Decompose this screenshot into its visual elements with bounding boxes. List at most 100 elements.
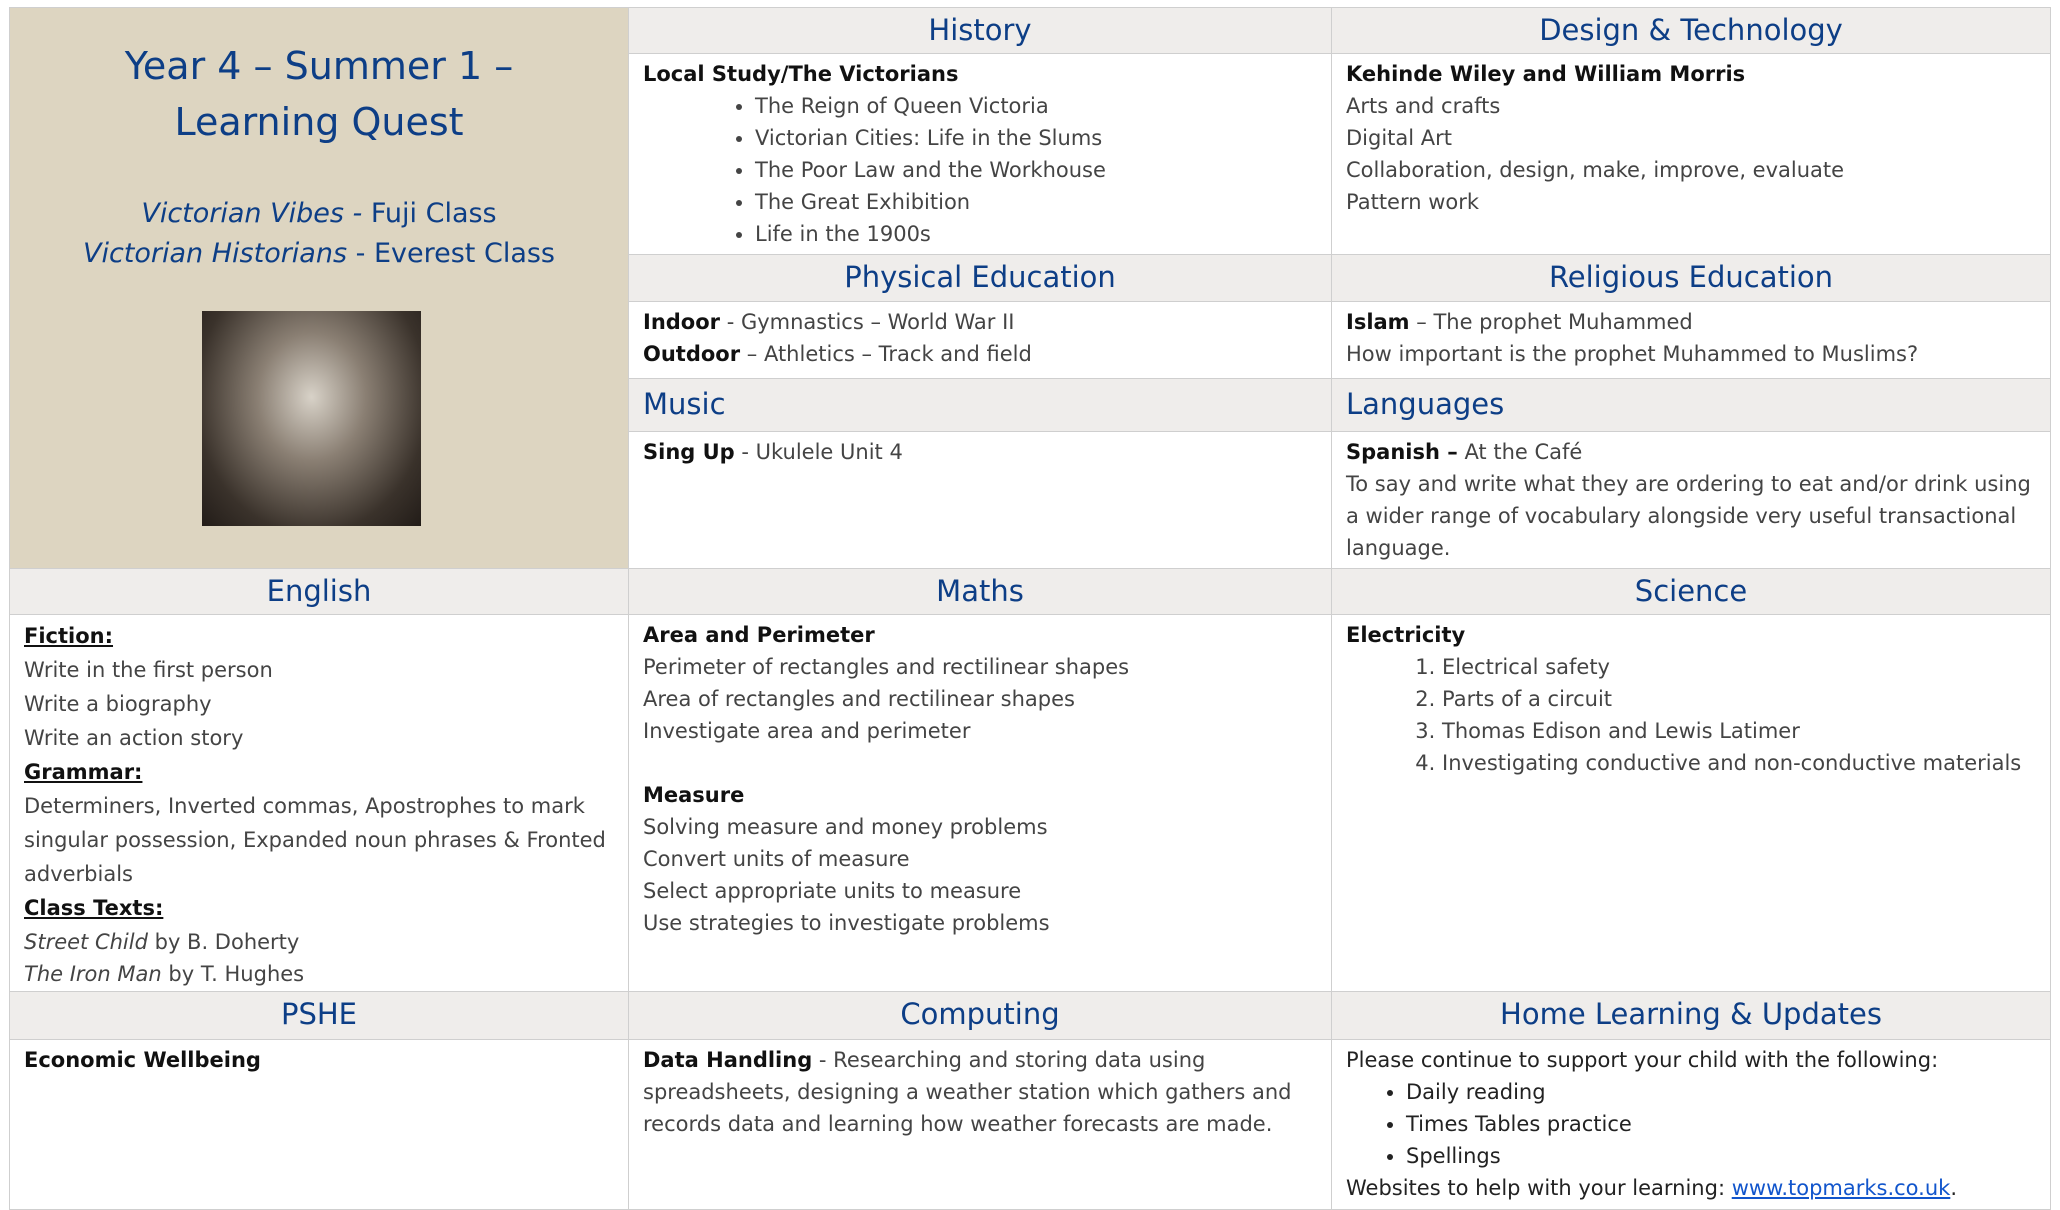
theme: Victorian Historians bbox=[82, 238, 348, 269]
block: Outdoor – Athletics – Track and field bbox=[643, 338, 1317, 370]
classes: Victorian Vibes - Fuji Class Victorian H… bbox=[10, 194, 628, 274]
portrait-photo bbox=[202, 311, 421, 526]
class-name: - Everest Class bbox=[355, 238, 556, 269]
text: – The prophet Muhammed bbox=[1416, 310, 1693, 334]
re-content: Islam – The prophet Muhammed How importa… bbox=[1331, 301, 2051, 379]
text: Perimeter of rectangles and rectilinear … bbox=[643, 655, 1130, 679]
text: by B. Doherty bbox=[154, 930, 300, 954]
text: Write in the first person bbox=[24, 658, 273, 682]
text: – Athletics – Track and field bbox=[746, 342, 1032, 366]
list-item: Thomas Edison and Lewis Latimer bbox=[1442, 715, 2036, 747]
pe-content: Indoor - Gymnastics – World War II Outdo… bbox=[628, 301, 1332, 379]
text: Outdoor bbox=[643, 342, 741, 366]
class-line: Victorian Vibes - Fuji Class bbox=[10, 194, 628, 234]
list-item: The Great Exhibition bbox=[755, 186, 1317, 218]
text: Spanish – bbox=[1346, 440, 1458, 464]
list-item: Daily reading bbox=[1406, 1076, 2036, 1108]
text: Please continue to support your child wi… bbox=[1346, 1048, 1939, 1072]
heading: Computing bbox=[628, 991, 1332, 1040]
science-content: Electricity Electrical safetyParts of a … bbox=[1331, 614, 2051, 992]
english-content: Fiction: Write in the first person Write … bbox=[9, 614, 629, 992]
heading: Home Learning & Updates bbox=[1331, 991, 2051, 1040]
text: Write a biography bbox=[24, 692, 212, 716]
heading: English bbox=[9, 568, 629, 615]
list-item: The Poor Law and the Workhouse bbox=[755, 154, 1317, 186]
text: Fiction: bbox=[24, 624, 114, 648]
list: The Reign of Queen VictoriaVictorian Cit… bbox=[643, 90, 1317, 250]
text: - Researching and storing data using spr… bbox=[643, 1048, 1292, 1136]
block: Indoor - Gymnastics – World War II bbox=[643, 306, 1317, 338]
music-content: Sing Up - Ukulele Unit 4 bbox=[628, 431, 1332, 569]
list-item: Spellings bbox=[1406, 1140, 2036, 1172]
block: Spanish – At the Café bbox=[1346, 436, 2036, 468]
block: Sing Up - Ukulele Unit 4 bbox=[643, 436, 1317, 468]
text: Solving measure and money problems bbox=[643, 815, 1048, 839]
computing-content: Data Handling - Researching and storing … bbox=[628, 1039, 1332, 1210]
dt-content: Kehinde Wiley and William Morris Arts an… bbox=[1331, 53, 2051, 255]
text: Islam bbox=[1346, 310, 1410, 334]
heading: Maths bbox=[628, 568, 1332, 615]
block: Islam – The prophet Muhammed bbox=[1346, 306, 2036, 338]
text: Select appropriate units to measure bbox=[643, 879, 1022, 903]
heading: Design & Technology bbox=[1331, 7, 2051, 54]
heading: Music bbox=[628, 378, 1332, 432]
list-item: Times Tables practice bbox=[1406, 1108, 2036, 1140]
text: The Iron Man bbox=[24, 962, 162, 986]
heading: Physical Education bbox=[628, 254, 1332, 302]
text: Convert units of measure bbox=[643, 847, 910, 871]
text: Area and Perimeter bbox=[643, 623, 875, 647]
title: Year 4 – Summer 1 – Learning Quest bbox=[124, 44, 514, 144]
subheading: Local Study/The Victorians bbox=[643, 62, 959, 86]
text: Write an action story bbox=[24, 726, 244, 750]
heading: History bbox=[628, 7, 1332, 54]
list-item: Investigating conductive and non-conduct… bbox=[1442, 747, 2036, 779]
text: Investigate area and perimeter bbox=[643, 719, 971, 743]
history-content: Local Study/The Victorians The Reign of … bbox=[628, 53, 1332, 255]
text: - Ukulele Unit 4 bbox=[741, 440, 903, 464]
list-item: Parts of a circuit bbox=[1442, 683, 2036, 715]
list-item: Electrical safety bbox=[1442, 651, 2036, 683]
text: Class Texts: bbox=[24, 896, 164, 920]
block: Electrical safetyParts of a circuitThoma… bbox=[1346, 651, 2036, 779]
text: How important is the prophet Muhammed to… bbox=[1346, 342, 1919, 366]
pshe-content: Economic Wellbeing bbox=[9, 1039, 629, 1210]
list-item: The Reign of Queen Victoria bbox=[755, 90, 1317, 122]
heading: PSHE bbox=[9, 991, 629, 1040]
text: Street Child bbox=[24, 930, 148, 954]
text: Use strategies to investigate problems bbox=[643, 911, 1050, 935]
languages-content: Spanish – At the Café To say and write w… bbox=[1331, 431, 2051, 569]
text: To say and write what they are ordering … bbox=[1346, 472, 2031, 560]
heading: Religious Education bbox=[1331, 254, 2051, 302]
block: Daily readingTimes Tables practiceSpelli… bbox=[1346, 1076, 2036, 1172]
intro-panel: Year 4 – Summer 1 – Learning Quest Victo… bbox=[9, 7, 629, 569]
class-name: Fuji Class bbox=[370, 198, 497, 229]
text: Area of rectangles and rectilinear shape… bbox=[643, 687, 1075, 711]
text: Digital Art bbox=[1346, 126, 1453, 150]
text: Websites to help with your learning: bbox=[1346, 1176, 1726, 1200]
class-line: Victorian Historians - Everest Class bbox=[10, 234, 628, 274]
text: Sing Up bbox=[643, 440, 735, 464]
home-learning-content: Please continue to support your child wi… bbox=[1331, 1039, 2051, 1210]
text: Arts and crafts bbox=[1346, 94, 1501, 118]
text: Pattern work bbox=[1346, 190, 1480, 214]
list-item: Victorian Cities: Life in the Slums bbox=[755, 122, 1317, 154]
text: Collaboration, design, make, improve, ev… bbox=[1346, 158, 1845, 182]
text: Indoor bbox=[643, 310, 721, 334]
block: Data Handling - Researching and storing … bbox=[643, 1044, 1317, 1140]
text: Electricity bbox=[1346, 623, 1466, 647]
text: . bbox=[1950, 1176, 1957, 1200]
maths-content: Area and Perimeter Perimeter of rectangl… bbox=[628, 614, 1332, 992]
heading: Science bbox=[1331, 568, 2051, 615]
heading: Languages bbox=[1331, 378, 2051, 432]
website-link[interactable]: www.topmarks.co.uk bbox=[1731, 1176, 1951, 1200]
theme: Victorian Vibes - bbox=[141, 198, 363, 229]
text: - Gymnastics – World War II bbox=[726, 310, 1015, 334]
block: Street Child by B. Doherty bbox=[24, 925, 614, 959]
text: Kehinde Wiley and William Morris bbox=[1346, 62, 1746, 86]
block: Websites to help with your learning: www… bbox=[1346, 1172, 2036, 1204]
text: by T. Hughes bbox=[168, 962, 305, 986]
block: The Iron Man by T. Hughes bbox=[24, 959, 614, 989]
text: Measure bbox=[643, 783, 745, 807]
